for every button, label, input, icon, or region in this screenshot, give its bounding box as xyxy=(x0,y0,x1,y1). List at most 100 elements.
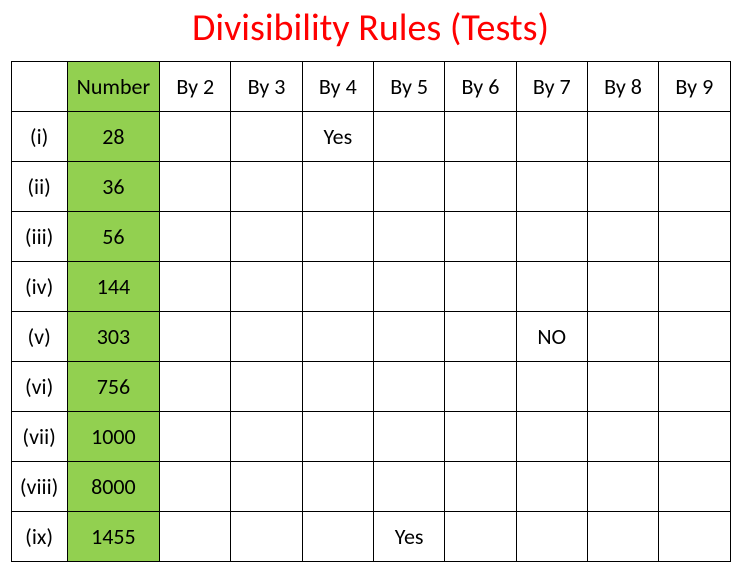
table-row: (ii) 36 xyxy=(11,162,730,212)
cell-by4: Yes xyxy=(302,112,373,162)
cell-by5 xyxy=(374,162,445,212)
cell-by8 xyxy=(587,262,658,312)
cell-roman: (iv) xyxy=(11,262,67,312)
cell-number: 1000 xyxy=(67,412,159,462)
cell-by2 xyxy=(160,112,231,162)
header-by4: By 4 xyxy=(302,62,373,112)
header-by6: By 6 xyxy=(445,62,516,112)
table-row: (vi) 756 xyxy=(11,362,730,412)
cell-by7 xyxy=(516,512,587,562)
cell-by9 xyxy=(659,412,730,462)
cell-by7 xyxy=(516,362,587,412)
cell-by9 xyxy=(659,312,730,362)
cell-roman: (viii) xyxy=(11,462,67,512)
table-row: (vii) 1000 xyxy=(11,412,730,462)
cell-by5 xyxy=(374,112,445,162)
cell-by4 xyxy=(302,212,373,262)
cell-by3 xyxy=(231,462,302,512)
cell-by2 xyxy=(160,412,231,462)
cell-by4 xyxy=(302,312,373,362)
cell-by4 xyxy=(302,162,373,212)
cell-roman: (vii) xyxy=(11,412,67,462)
cell-by4 xyxy=(302,512,373,562)
header-by2: By 2 xyxy=(160,62,231,112)
cell-by6 xyxy=(445,162,516,212)
cell-by2 xyxy=(160,362,231,412)
cell-by6 xyxy=(445,112,516,162)
cell-by2 xyxy=(160,512,231,562)
cell-by9 xyxy=(659,262,730,312)
cell-by4 xyxy=(302,412,373,462)
cell-number: 56 xyxy=(67,212,159,262)
cell-by3 xyxy=(231,112,302,162)
header-by5: By 5 xyxy=(374,62,445,112)
cell-by6 xyxy=(445,312,516,362)
header-by9: By 9 xyxy=(659,62,730,112)
cell-number: 756 xyxy=(67,362,159,412)
cell-by6 xyxy=(445,462,516,512)
cell-by3 xyxy=(231,262,302,312)
header-by7: By 7 xyxy=(516,62,587,112)
cell-by9 xyxy=(659,462,730,512)
cell-by5 xyxy=(374,312,445,362)
cell-by3 xyxy=(231,212,302,262)
cell-roman: (ii) xyxy=(11,162,67,212)
cell-by5: Yes xyxy=(374,512,445,562)
table-row: (viii) 8000 xyxy=(11,462,730,512)
cell-by8 xyxy=(587,112,658,162)
header-by3: By 3 xyxy=(231,62,302,112)
cell-by3 xyxy=(231,362,302,412)
table-header-row: Number By 2 By 3 By 4 By 5 By 6 By 7 By … xyxy=(11,62,730,112)
table-row: (iv) 144 xyxy=(11,262,730,312)
cell-roman: (v) xyxy=(11,312,67,362)
header-by8: By 8 xyxy=(587,62,658,112)
cell-by3 xyxy=(231,512,302,562)
cell-by8 xyxy=(587,162,658,212)
cell-by2 xyxy=(160,262,231,312)
cell-by3 xyxy=(231,412,302,462)
cell-by5 xyxy=(374,362,445,412)
cell-number: 1455 xyxy=(67,512,159,562)
cell-by9 xyxy=(659,112,730,162)
cell-by5 xyxy=(374,262,445,312)
cell-by7 xyxy=(516,412,587,462)
cell-by3 xyxy=(231,312,302,362)
header-roman xyxy=(11,62,67,112)
cell-by9 xyxy=(659,212,730,262)
cell-by5 xyxy=(374,412,445,462)
cell-by2 xyxy=(160,312,231,362)
cell-by6 xyxy=(445,362,516,412)
cell-by6 xyxy=(445,212,516,262)
cell-by8 xyxy=(587,212,658,262)
cell-by9 xyxy=(659,512,730,562)
table-row: (i) 28 Yes xyxy=(11,112,730,162)
header-number: Number xyxy=(67,62,159,112)
cell-by2 xyxy=(160,462,231,512)
cell-by8 xyxy=(587,512,658,562)
cell-roman: (vi) xyxy=(11,362,67,412)
cell-by7 xyxy=(516,462,587,512)
cell-by4 xyxy=(302,262,373,312)
cell-number: 8000 xyxy=(67,462,159,512)
cell-by8 xyxy=(587,412,658,462)
cell-number: 36 xyxy=(67,162,159,212)
cell-by6 xyxy=(445,262,516,312)
cell-roman: (i) xyxy=(11,112,67,162)
divisibility-table: Number By 2 By 3 By 4 By 5 By 6 By 7 By … xyxy=(11,61,731,562)
cell-by7 xyxy=(516,112,587,162)
cell-by7: NO xyxy=(516,312,587,362)
cell-by8 xyxy=(587,462,658,512)
cell-by4 xyxy=(302,362,373,412)
cell-by6 xyxy=(445,512,516,562)
cell-by8 xyxy=(587,312,658,362)
cell-by6 xyxy=(445,412,516,462)
cell-by2 xyxy=(160,212,231,262)
cell-roman: (ix) xyxy=(11,512,67,562)
cell-by3 xyxy=(231,162,302,212)
cell-by7 xyxy=(516,262,587,312)
cell-by4 xyxy=(302,462,373,512)
cell-roman: (iii) xyxy=(11,212,67,262)
cell-number: 144 xyxy=(67,262,159,312)
cell-number: 303 xyxy=(67,312,159,362)
cell-by9 xyxy=(659,162,730,212)
